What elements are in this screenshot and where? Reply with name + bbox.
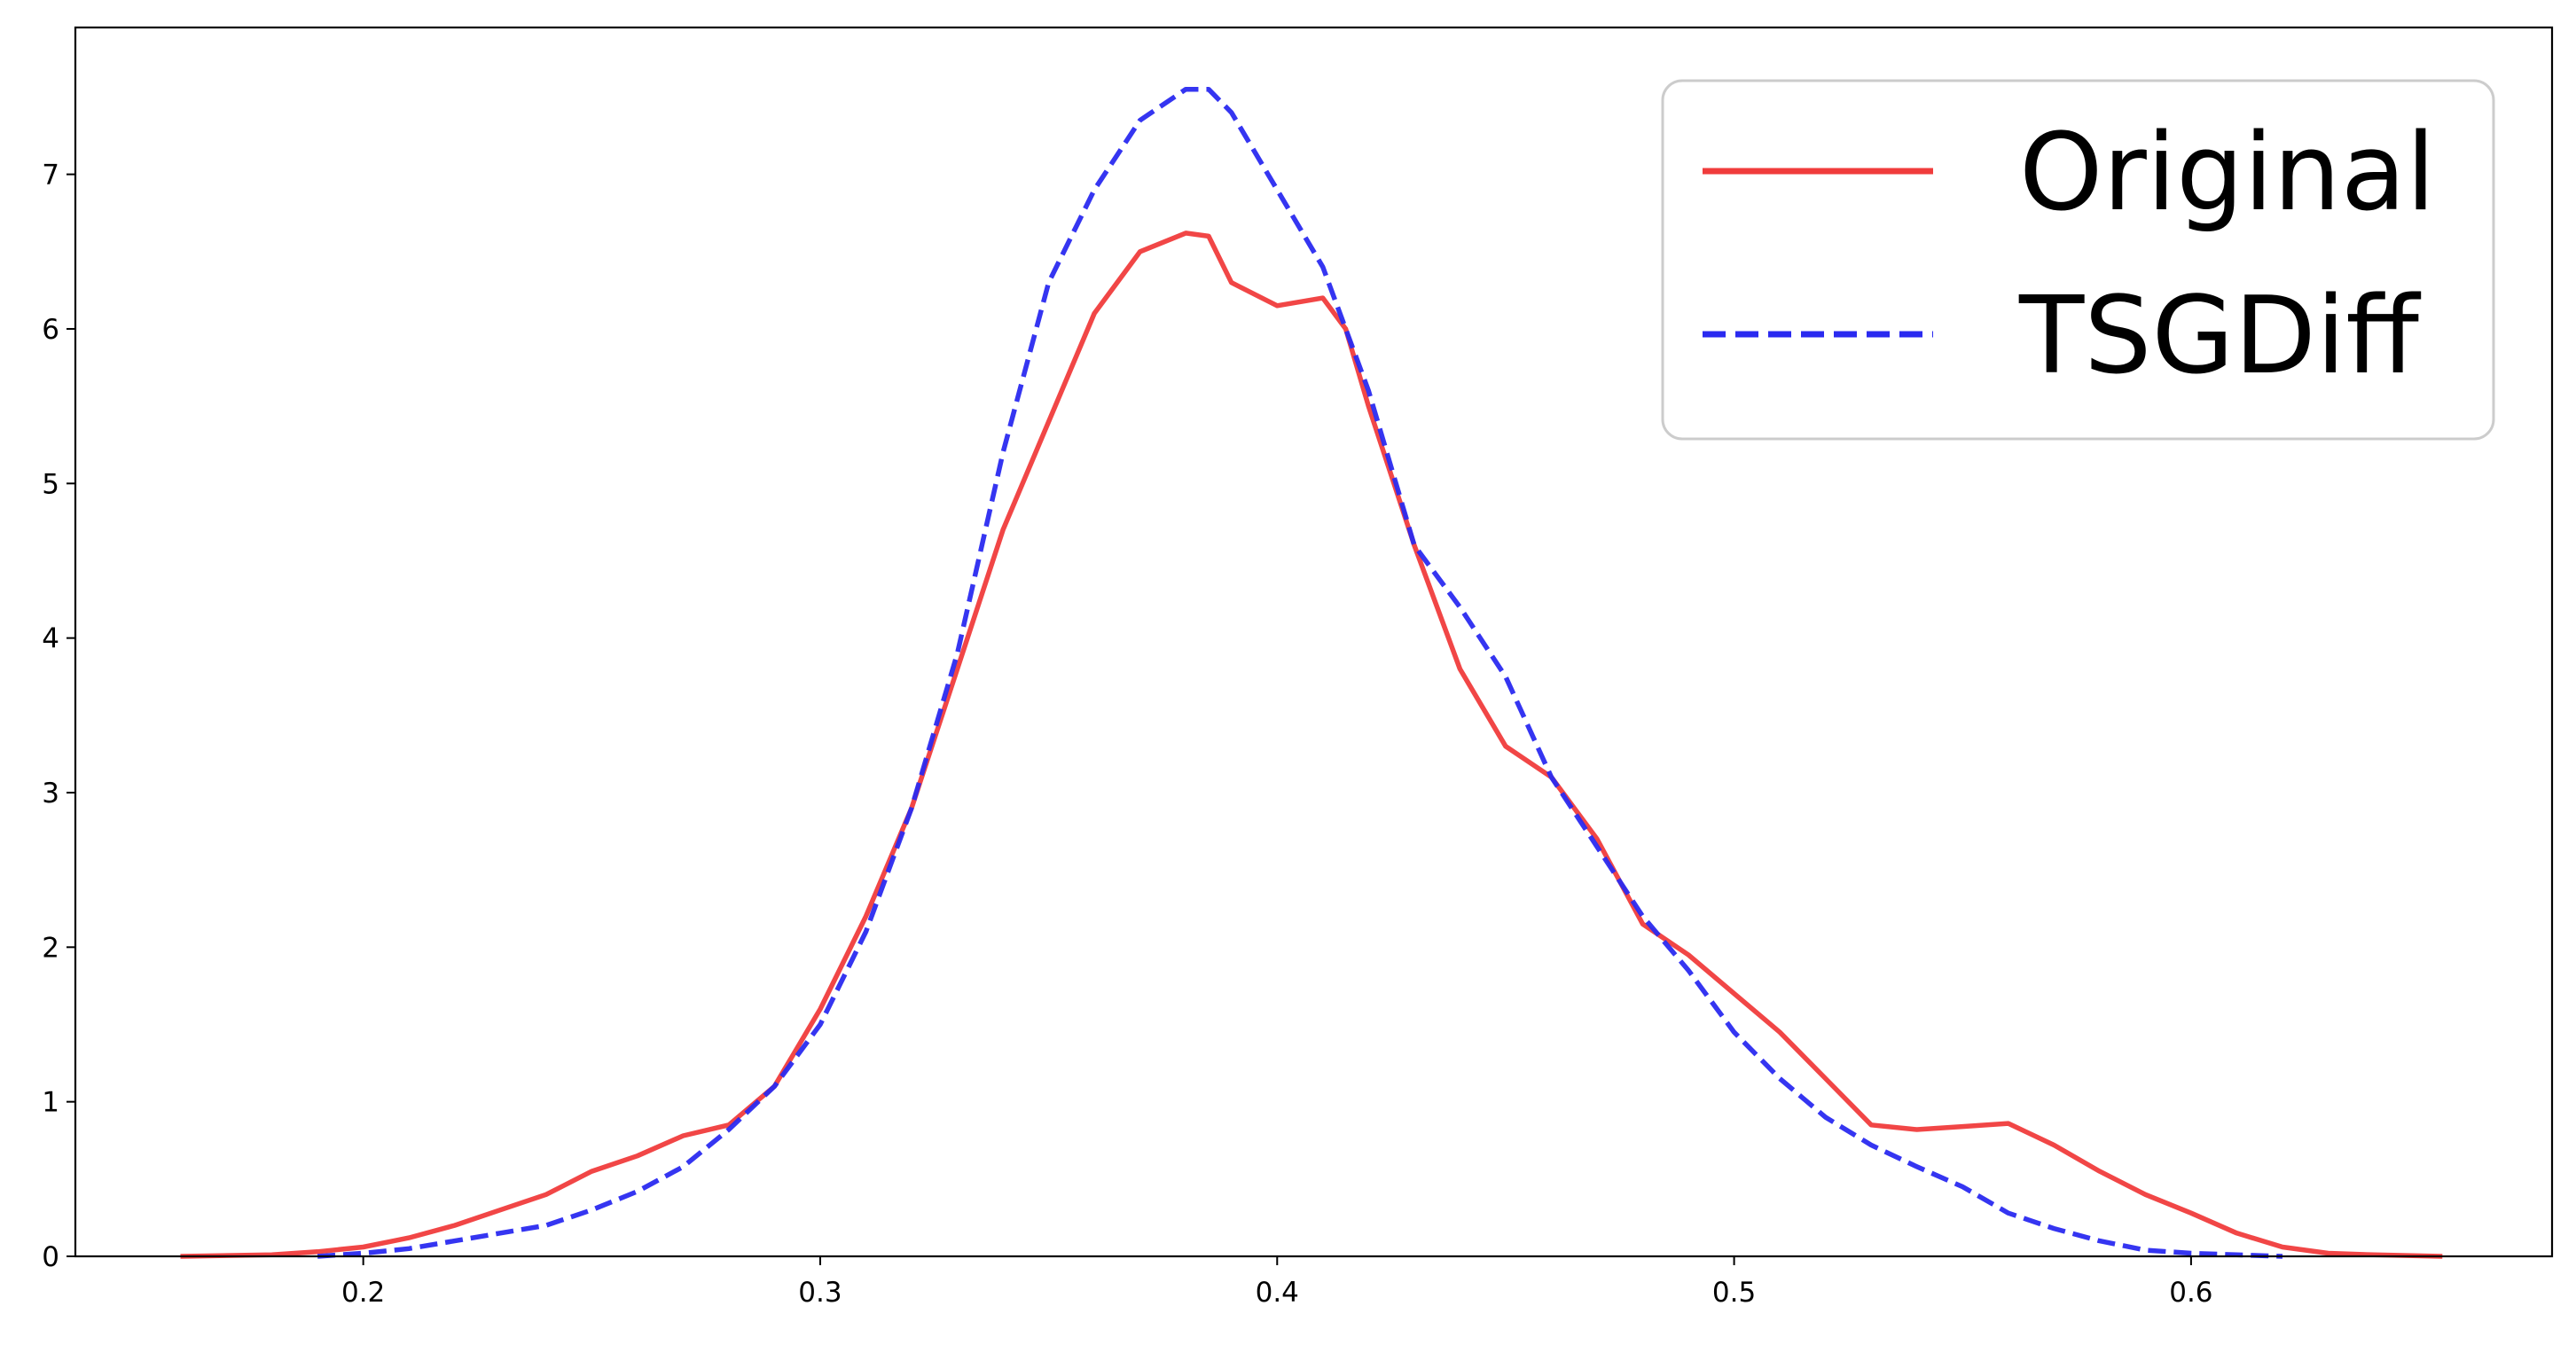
- legend-label-original: Original: [2019, 112, 2436, 235]
- x-tick-label: 0.2: [341, 1277, 385, 1309]
- x-tick-label: 0.3: [798, 1277, 842, 1309]
- x-tick-label: 0.5: [1712, 1277, 1756, 1309]
- y-tick-label: 6: [42, 314, 59, 346]
- y-tick-label: 4: [42, 623, 59, 655]
- x-axis: 0.2 0.3 0.4 0.5 0.6: [341, 1256, 2213, 1309]
- x-tick-label: 0.4: [1256, 1277, 1299, 1309]
- legend-label-tsgdiff: TSGDiff: [2018, 275, 2421, 398]
- y-tick-label: 0: [42, 1241, 59, 1273]
- series-line-original: [180, 231, 2443, 1259]
- x-tick-label: 0.6: [2169, 1277, 2212, 1309]
- plot-lines: [180, 86, 2443, 1259]
- y-axis: 0 1 2 3 4 5 6 7: [42, 160, 75, 1273]
- y-tick-label: 3: [42, 778, 59, 809]
- y-tick-label: 7: [42, 160, 59, 192]
- series-line-tsgdiff: [317, 86, 2283, 1259]
- plot-frame: [74, 26, 2554, 1258]
- y-tick-label: 2: [42, 932, 59, 964]
- y-tick-label: 1: [42, 1087, 59, 1119]
- y-tick-label: 5: [42, 468, 59, 500]
- legend: Original TSGDiff: [1661, 79, 2495, 441]
